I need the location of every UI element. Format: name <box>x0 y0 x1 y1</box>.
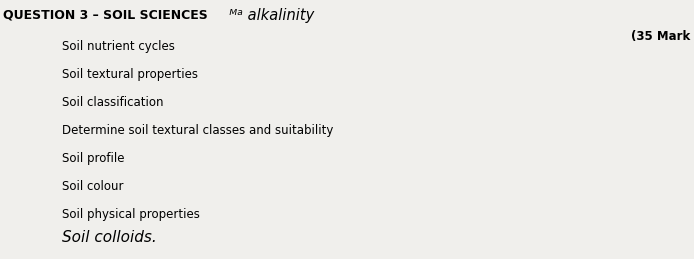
Text: Soil textural properties: Soil textural properties <box>62 68 198 81</box>
Text: (35 Mark: (35 Mark <box>632 30 691 43</box>
Text: Soil physical properties: Soil physical properties <box>62 208 201 221</box>
Text: QUESTION 3 – SOIL SCIENCES: QUESTION 3 – SOIL SCIENCES <box>3 8 208 21</box>
Text: Soil nutrient cycles: Soil nutrient cycles <box>62 40 176 53</box>
Text: ᴹᵃ alkalinity: ᴹᵃ alkalinity <box>220 8 314 23</box>
Text: Soil classification: Soil classification <box>62 96 164 109</box>
Text: Soil colloids.: Soil colloids. <box>62 230 158 245</box>
Text: Soil colour: Soil colour <box>62 180 124 193</box>
Text: Soil profile: Soil profile <box>62 152 125 165</box>
Text: Determine soil textural classes and suitability: Determine soil textural classes and suit… <box>62 124 334 137</box>
